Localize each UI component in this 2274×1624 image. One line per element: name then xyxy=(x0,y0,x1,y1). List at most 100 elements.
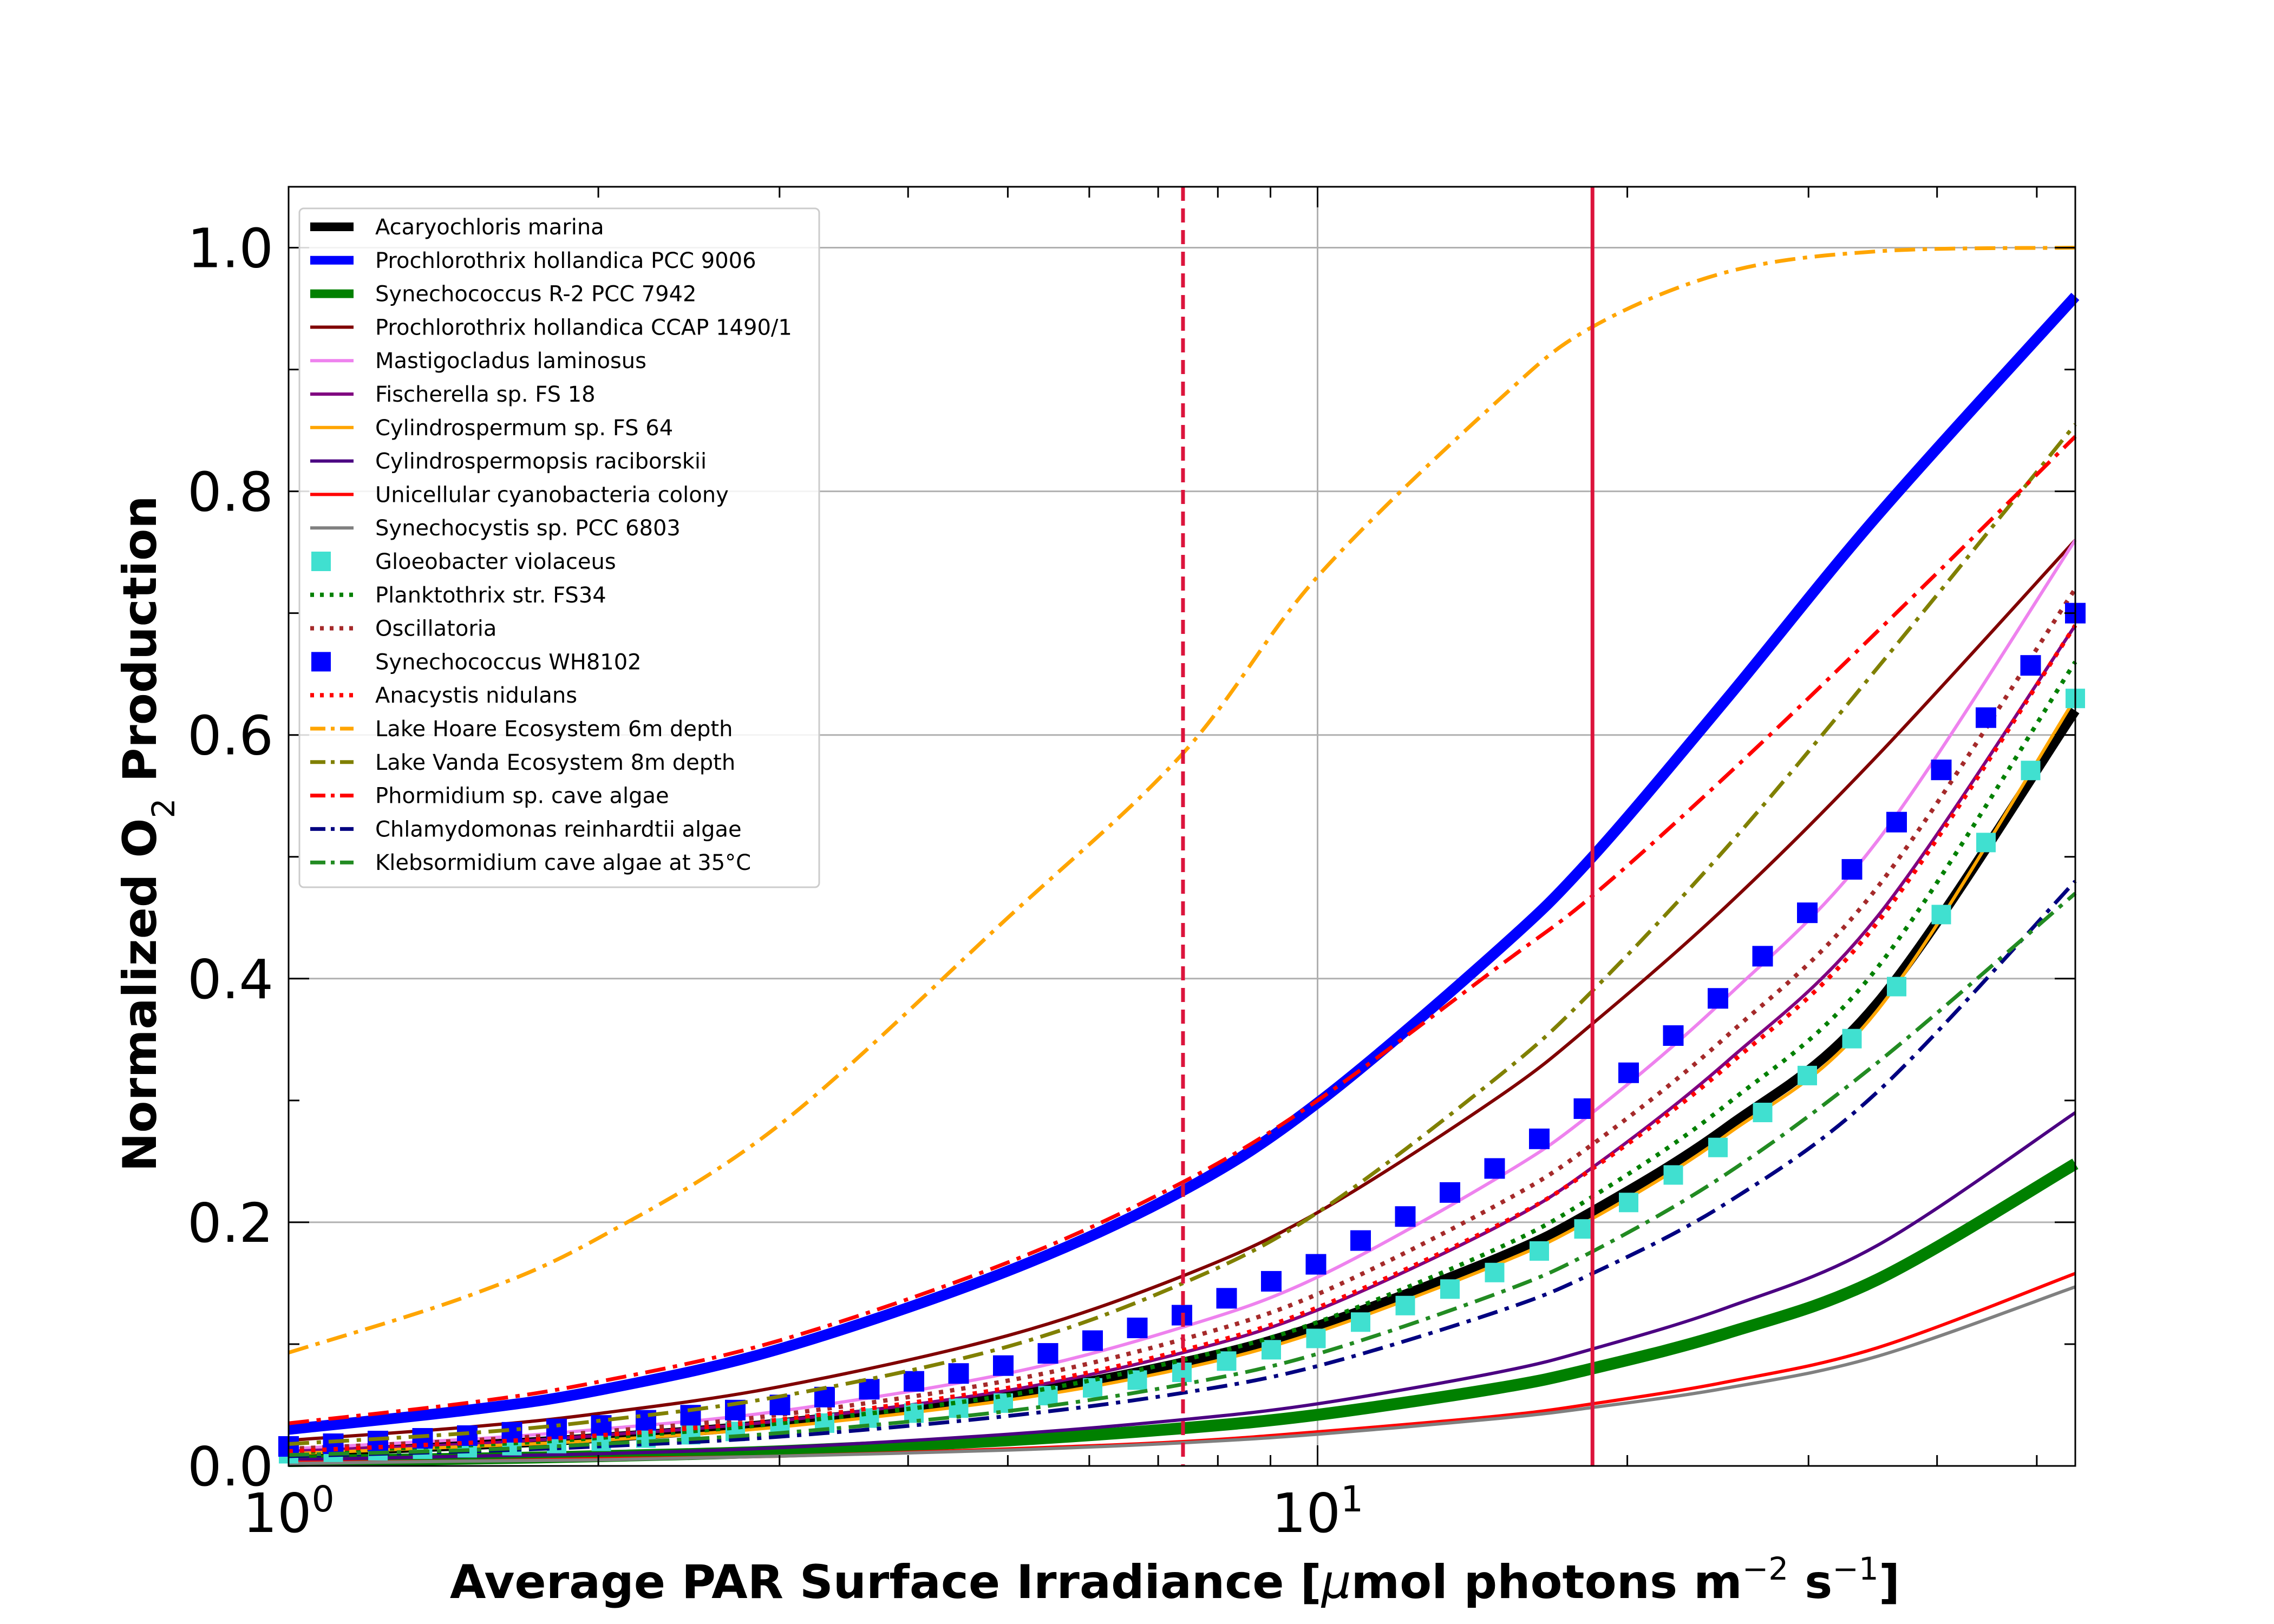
legend-label: Prochlorothrix hollandica CCAP 1490/1 xyxy=(375,315,792,340)
legend-frame xyxy=(298,207,820,888)
legend-label: Synechocystis sp. PCC 6803 xyxy=(375,516,681,541)
series-synechocystis-sp-pcc-6803 xyxy=(288,1285,2076,1465)
y-tick-label: 0.8 xyxy=(187,461,273,524)
legend-label: Synechococcus WH8102 xyxy=(375,650,642,675)
legend-item: Gloeobacter violaceus xyxy=(311,549,616,574)
series-line xyxy=(288,435,2077,1425)
legend-item: Mastigocladus laminosus xyxy=(310,349,646,374)
legend-item: Cylindrospermum sp. FS 64 xyxy=(310,416,673,441)
legend-item: Cylindrospermopsis raciborskii xyxy=(310,449,707,474)
data-point xyxy=(1440,1182,1460,1203)
legend-label: Fischerella sp. FS 18 xyxy=(375,382,596,407)
legend-label: Cylindrospermum sp. FS 64 xyxy=(375,416,673,441)
data-point xyxy=(1976,833,1996,853)
series-prochlorothrix-hollandica-ccap-1490-1 xyxy=(288,539,2077,1442)
legend-item: Lake Vanda Ecosystem 8m depth xyxy=(310,750,735,775)
data-point xyxy=(1663,1165,1683,1185)
legend-label: Prochlorothrix hollandica PCC 9006 xyxy=(375,248,756,273)
x-axis-label: Average PAR Surface Irradiance [μmol pho… xyxy=(450,1550,1900,1609)
series-prochlorothrix-hollandica-pcc-9006 xyxy=(287,292,2080,1435)
series-oscillatoria xyxy=(288,587,2077,1451)
data-point xyxy=(1798,1065,1817,1085)
series-lake-hoare-ecosystem-6m-depth xyxy=(287,246,2076,1355)
data-point xyxy=(904,1371,924,1392)
data-point xyxy=(1351,1312,1370,1332)
data-point xyxy=(2021,761,2041,781)
data-point xyxy=(948,1363,969,1384)
data-point xyxy=(1663,1025,1684,1046)
legend-label: Lake Hoare Ecosystem 6m depth xyxy=(375,717,733,742)
data-point xyxy=(1261,1271,1282,1292)
data-point xyxy=(1305,1254,1327,1275)
legend-item: Lake Hoare Ecosystem 6m depth xyxy=(310,717,733,742)
legend-label: Klebsormidium cave algae at 35°C xyxy=(375,850,751,875)
data-point xyxy=(1931,905,1951,925)
legend-item: Planktothrix str. FS34 xyxy=(310,583,606,608)
data-point xyxy=(1931,759,1952,781)
legend-label: Mastigocladus laminosus xyxy=(375,349,646,374)
series-line xyxy=(288,423,2077,1446)
data-point xyxy=(1886,811,1907,833)
legend-item: Synechococcus WH8102 xyxy=(311,650,642,675)
legend-label: Gloeobacter violaceus xyxy=(375,549,616,574)
x-tick-label: 101 xyxy=(1272,1478,1363,1546)
data-point xyxy=(1753,1103,1773,1123)
legend-item: Oscillatoria xyxy=(310,617,496,641)
data-point xyxy=(1574,1219,1594,1239)
legend-label: Synechococcus R-2 PCC 7942 xyxy=(375,282,696,307)
legend-item: Fischerella sp. FS 18 xyxy=(310,382,596,407)
data-point xyxy=(1619,1193,1638,1213)
legend-label: Unicellular cyanobacteria colony xyxy=(375,482,729,507)
data-point xyxy=(1082,1330,1103,1351)
y-tick-label: 1.0 xyxy=(187,217,273,280)
plot-frame xyxy=(287,186,2076,1467)
legend-item: Prochlorothrix hollandica PCC 9006 xyxy=(310,248,756,273)
data-point xyxy=(1529,1128,1550,1149)
axis-ticks: 0.0 0.2 0.4 0.6 0.8 1.0 100 101 xyxy=(187,187,2075,1545)
series-line xyxy=(288,539,2077,1442)
series-phormidium-sp-cave-algae xyxy=(288,435,2077,1425)
legend-item: Prochlorothrix hollandica CCAP 1490/1 xyxy=(310,315,792,340)
data-point xyxy=(1484,1158,1505,1179)
legend-item: Synechococcus R-2 PCC 7942 xyxy=(310,282,696,307)
data-point xyxy=(1887,977,1906,997)
y-tick-label: 0.2 xyxy=(187,1191,273,1255)
legend-label: Phormidium sp. cave algae xyxy=(375,784,669,809)
data-point xyxy=(1037,1343,1058,1364)
y-tick-label: 0.4 xyxy=(187,948,273,1011)
legend-label: Planktothrix str. FS34 xyxy=(375,583,606,608)
legend-item: Acaryochloris marina xyxy=(310,215,604,240)
series-line xyxy=(288,660,2077,1455)
data-point xyxy=(993,1355,1014,1376)
legend-label: Oscillatoria xyxy=(375,617,496,641)
data-point xyxy=(1976,707,1996,728)
legend-item: Chlamydomonas reinhardtii algae xyxy=(310,817,742,842)
data-point xyxy=(1440,1279,1460,1299)
data-point xyxy=(1216,1288,1237,1309)
legend-label: Lake Vanda Ecosystem 8m depth xyxy=(375,750,735,775)
data-point xyxy=(1708,988,1728,1009)
data-point xyxy=(1306,1328,1326,1348)
series-line xyxy=(288,1158,2079,1467)
legend-item: Anacystis nidulans xyxy=(310,683,577,708)
legend-label: Chlamydomonas reinhardtii algae xyxy=(375,817,742,842)
legend: Acaryochloris marina Prochlorothrix holla… xyxy=(298,207,820,888)
y-tick-label: 0.6 xyxy=(187,704,273,768)
legend-label: Acaryochloris marina xyxy=(375,215,604,240)
series-line xyxy=(287,246,2076,1355)
series-line xyxy=(288,1285,2076,1465)
series-line xyxy=(288,880,2077,1458)
data-point xyxy=(1395,1206,1416,1227)
data-point xyxy=(1217,1351,1237,1371)
data-point xyxy=(1350,1230,1371,1251)
data-point xyxy=(1530,1241,1549,1261)
data-point xyxy=(2020,655,2041,676)
data-point xyxy=(1618,1062,1639,1083)
y-axis-label: Normalized O2 Production xyxy=(113,495,182,1171)
x-tick-label: 100 xyxy=(243,1478,334,1546)
y-tick-label: 0.0 xyxy=(187,1435,273,1498)
series-line xyxy=(287,292,2080,1435)
series-line xyxy=(288,587,2077,1451)
legend-item: Synechocystis sp. PCC 6803 xyxy=(310,516,681,541)
